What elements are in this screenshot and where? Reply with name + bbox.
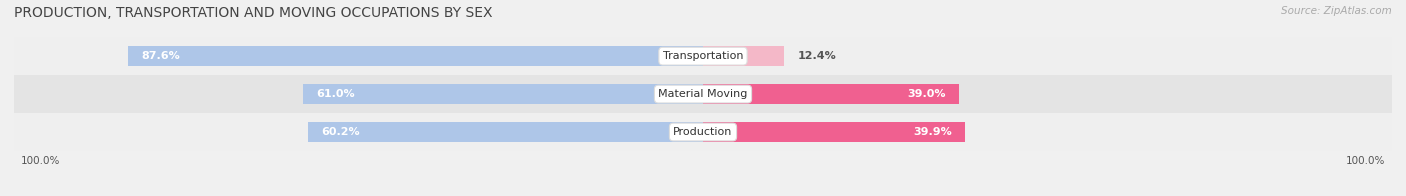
Bar: [14, 113, 1392, 151]
Bar: [14, 75, 1392, 113]
Bar: [14, 37, 1392, 75]
Bar: [308, 122, 703, 142]
Text: 60.2%: 60.2%: [321, 127, 360, 137]
Bar: [703, 46, 785, 66]
Text: 100.0%: 100.0%: [21, 156, 60, 166]
Bar: [703, 122, 965, 142]
Text: Source: ZipAtlas.com: Source: ZipAtlas.com: [1281, 6, 1392, 16]
Text: Material Moving: Material Moving: [658, 89, 748, 99]
Text: 39.9%: 39.9%: [912, 127, 952, 137]
Text: PRODUCTION, TRANSPORTATION AND MOVING OCCUPATIONS BY SEX: PRODUCTION, TRANSPORTATION AND MOVING OC…: [14, 6, 492, 20]
Text: Transportation: Transportation: [662, 51, 744, 61]
Text: 12.4%: 12.4%: [797, 51, 837, 61]
Text: 61.0%: 61.0%: [316, 89, 354, 99]
Text: 39.0%: 39.0%: [907, 89, 946, 99]
Bar: [302, 84, 703, 104]
Text: 87.6%: 87.6%: [142, 51, 180, 61]
Bar: [128, 46, 703, 66]
Text: 100.0%: 100.0%: [1346, 156, 1385, 166]
Text: Production: Production: [673, 127, 733, 137]
Bar: [703, 84, 959, 104]
